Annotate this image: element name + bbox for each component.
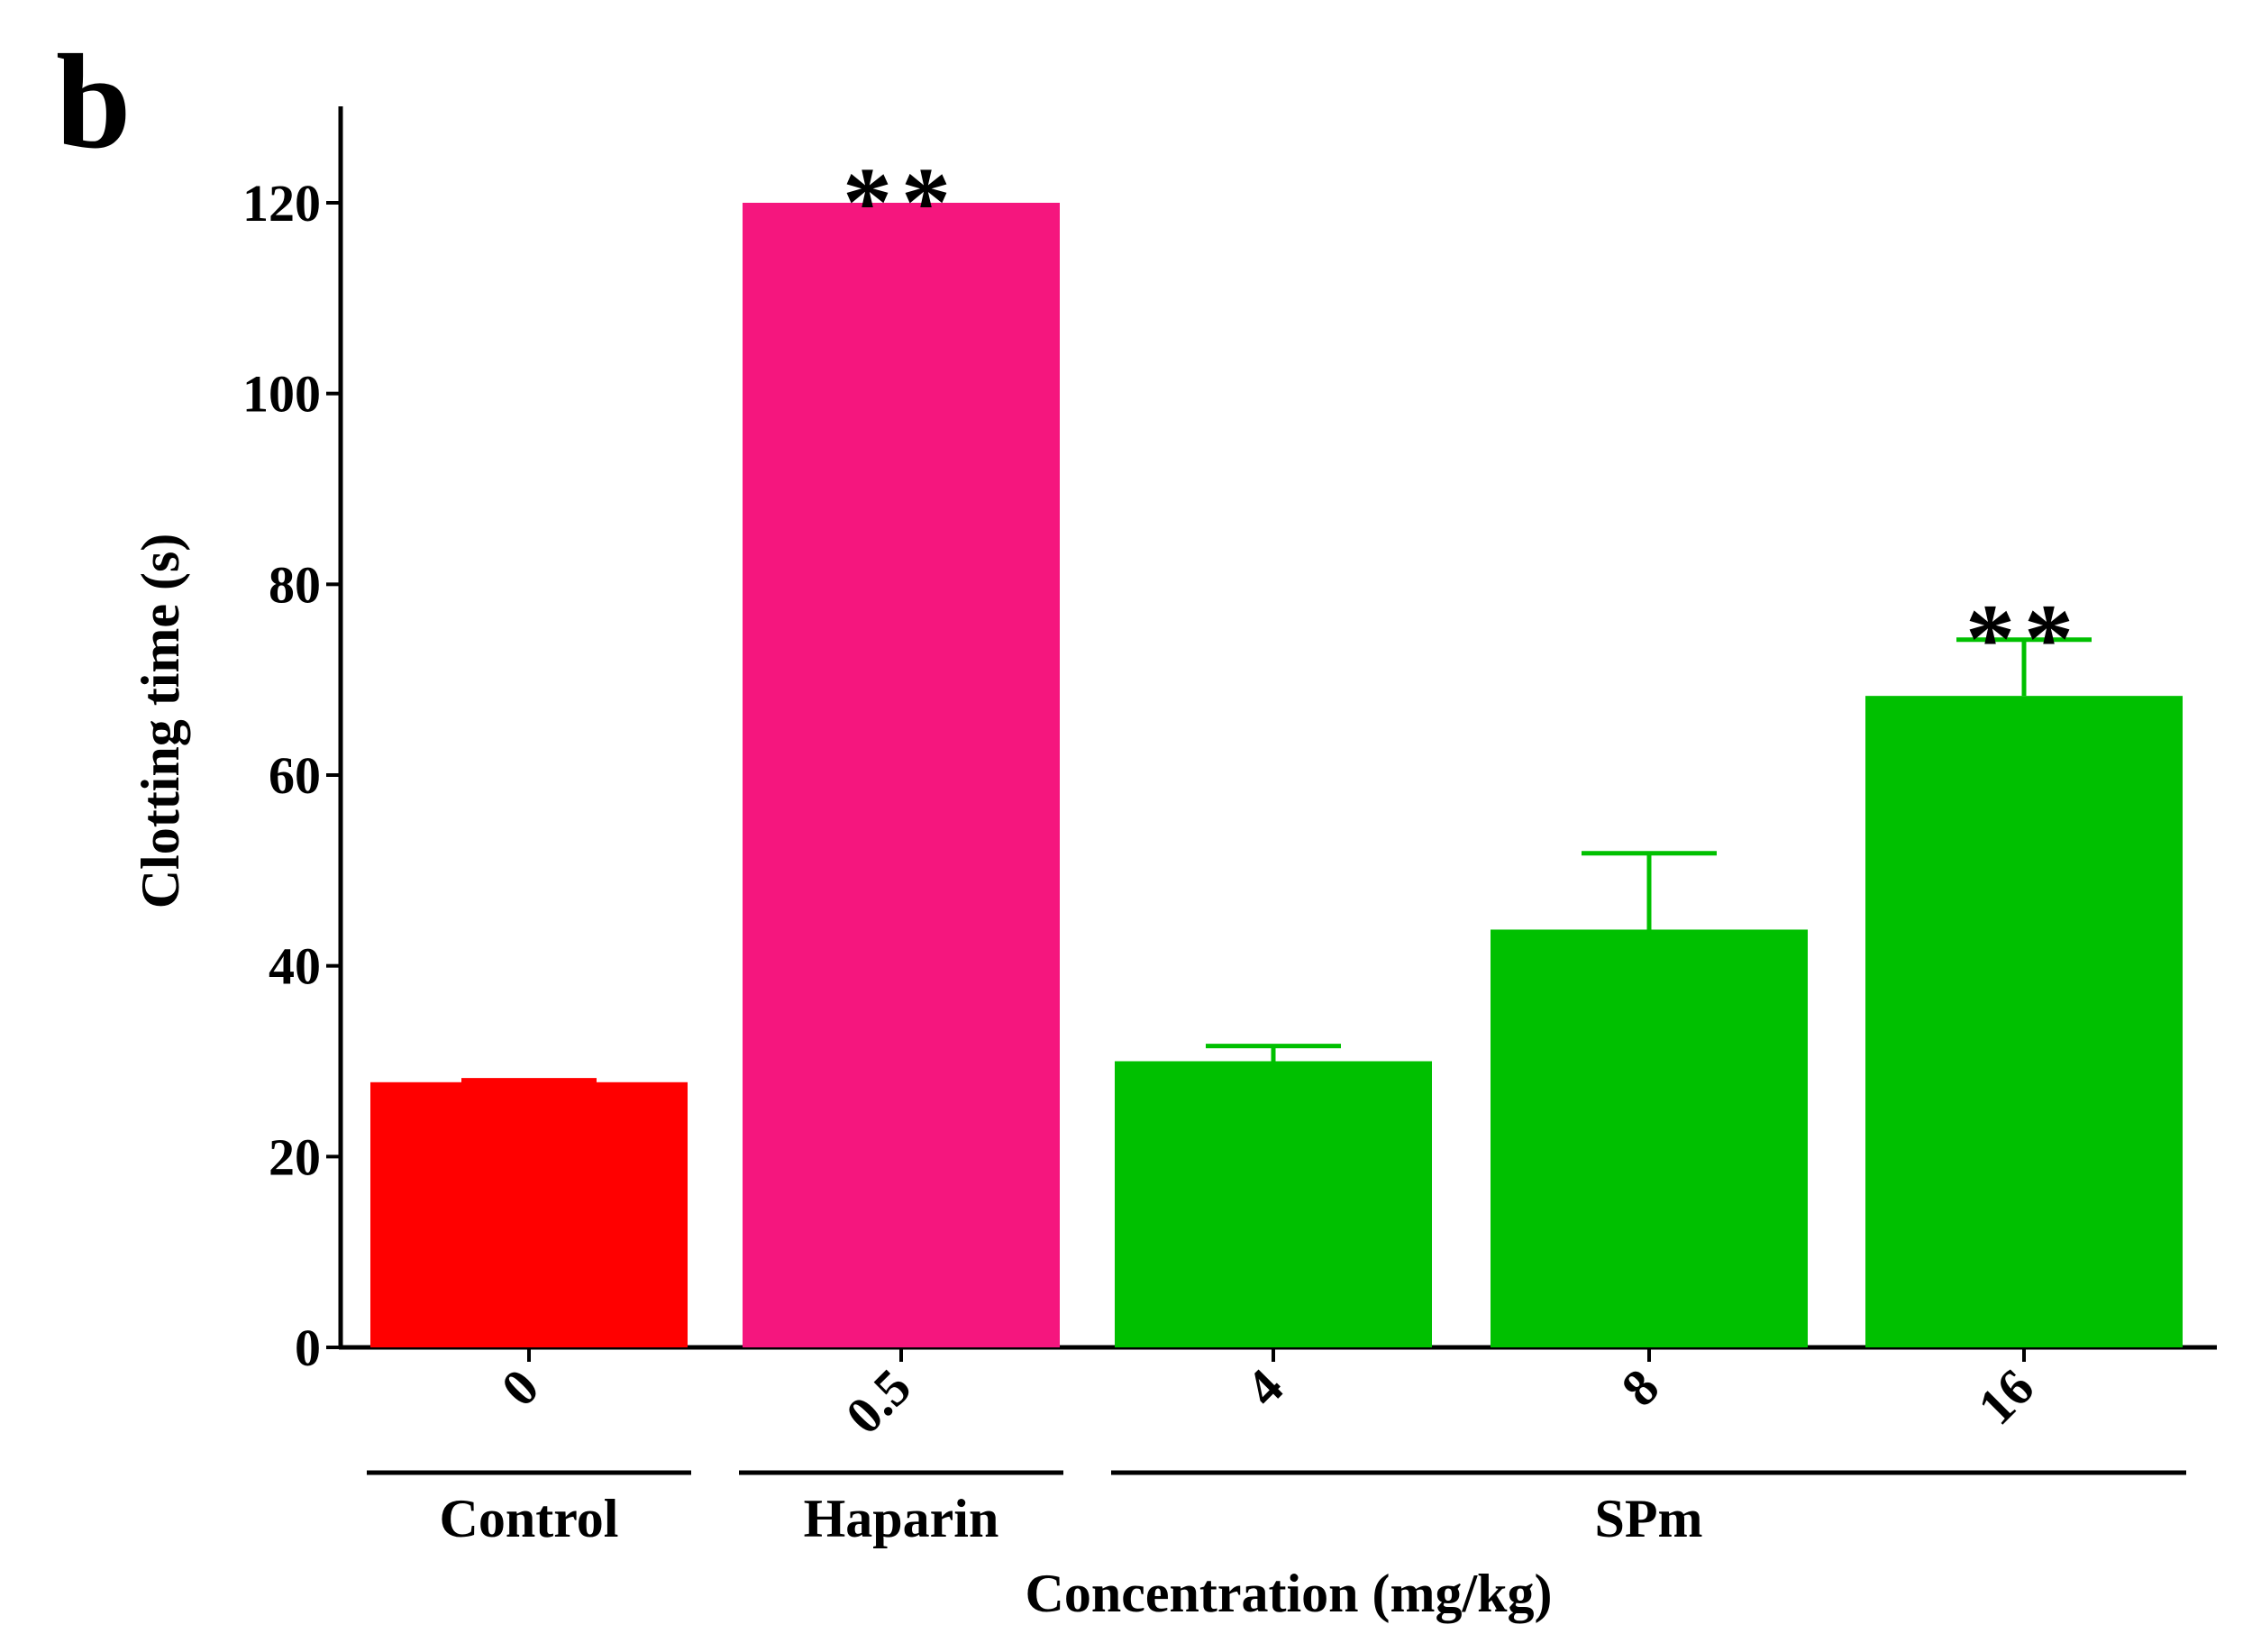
x-tick-label: 16: [1966, 1357, 2045, 1436]
group-label: Haparin: [804, 1489, 999, 1548]
x-tick-label: 0.5: [834, 1357, 922, 1445]
y-tick-label: 40: [269, 937, 321, 996]
panel-label: b: [56, 27, 131, 177]
y-tick-label: 120: [242, 174, 321, 233]
y-tick-label: 80: [269, 555, 321, 614]
group-label: Control: [440, 1489, 619, 1548]
significance-marker: **: [1965, 584, 2083, 694]
x-tick-label: 0: [490, 1357, 550, 1417]
group-label: SPm: [1595, 1489, 1703, 1548]
bar-16: [1865, 696, 2183, 1347]
bar-8: [1491, 929, 1808, 1347]
bar-4: [1115, 1061, 1432, 1347]
y-tick-label: 0: [295, 1319, 321, 1377]
bar-0-5: [743, 203, 1060, 1347]
significance-marker: **: [843, 147, 960, 257]
bar-0: [370, 1082, 688, 1347]
plot-area: 0 20 40 60 80 100 120 0 ** 0.5 4 8 ** 16 Control Hapari…: [242, 106, 2217, 1548]
x-axis-label: Concentration (mg/kg): [1026, 1564, 1553, 1623]
x-tick-label: 8: [1610, 1357, 1670, 1417]
y-tick-label: 20: [269, 1127, 321, 1186]
y-axis-label: Clotting time (s): [131, 534, 190, 909]
y-tick-label: 100: [242, 365, 321, 424]
x-tick-label: 4: [1235, 1357, 1294, 1417]
y-tick-label: 60: [269, 746, 321, 805]
